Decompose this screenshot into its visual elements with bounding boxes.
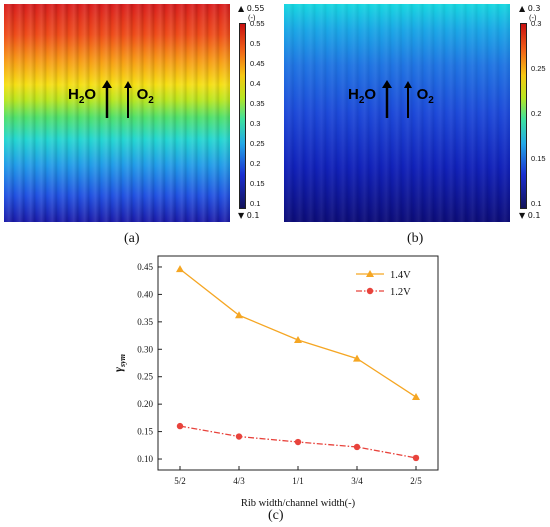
colorbar-tick-label: 0.55: [250, 19, 265, 28]
panel-a-contour-field: [4, 4, 230, 222]
oxygen-label: O2: [136, 86, 154, 106]
y-axis-label-subscript: sym: [118, 354, 127, 368]
panel-b-colorbar: [520, 23, 527, 209]
series-point-triangle: [353, 354, 361, 362]
series-point-circle: [176, 422, 184, 430]
colorbar-tick-label: 0.4: [250, 79, 261, 88]
series-point-triangle: [294, 335, 302, 343]
water-label: H2O: [348, 86, 377, 106]
y-tick-label: 0.10: [137, 454, 153, 464]
panel-a-colorbar: [239, 23, 246, 209]
y-axis-label: γsym: [111, 354, 127, 372]
colorbar-tick-label: 0.15: [531, 154, 546, 163]
y-tick-label: 0.20: [137, 399, 153, 409]
colorbar-tick-label: 0.15: [250, 179, 265, 188]
x-tick-label: 4/3: [233, 476, 245, 486]
panel-a-flow-arrows: [102, 80, 132, 118]
colorbar-tick-label: 0.25: [531, 64, 546, 73]
y-tick-label: 0.35: [137, 317, 153, 327]
colorbar-max-marker: ▲ 0.55: [238, 4, 265, 13]
x-tick-label: 1/1: [292, 476, 304, 486]
colorbar-unit: (-): [529, 13, 537, 22]
colorbar-tick-label: 0.1: [250, 199, 261, 208]
x-tick-label: 2/5: [410, 476, 422, 486]
y-tick-label: 0.45: [137, 262, 153, 272]
legend-label: 1.2V: [390, 287, 411, 298]
panel-b-label: (b): [407, 231, 424, 246]
y-tick-label: 0.40: [137, 289, 153, 299]
x-tick-label: 5/2: [174, 476, 186, 486]
water-label: H2O: [68, 86, 97, 106]
rib-channel-stripes: [4, 4, 230, 222]
series-point-circle: [294, 438, 302, 446]
panel-c-label: (c): [268, 508, 284, 523]
colorbar-tick-label: 0.35: [250, 99, 265, 108]
colorbar-tick-label: 0.1: [531, 199, 542, 208]
colorbar-tick-label: 0.2: [250, 159, 261, 168]
legend-marker-triangle: [366, 270, 374, 277]
colorbar-tick-label: 0.2: [531, 109, 542, 118]
colorbar-tick-label: 0.3: [531, 19, 542, 28]
colorbar-max-marker: ▲ 0.3: [519, 4, 541, 13]
panel-a-flow-labels: H2O O2: [68, 86, 154, 106]
oxygen-label: O2: [416, 86, 434, 106]
series-point-triangle: [412, 393, 420, 401]
series-point-circle: [235, 433, 243, 440]
legend-label: 1.4V: [390, 270, 411, 281]
panel-b-contour-field: [284, 4, 510, 222]
colorbar-min-marker: ▼ 0.1: [519, 211, 541, 220]
y-axis-label-symbol: γ: [111, 367, 125, 372]
panel-b-flow-arrows: [382, 80, 412, 118]
colorbar-tick-label: 0.3: [250, 119, 261, 128]
series-line-0: [179, 268, 417, 398]
series-point-circle: [353, 443, 361, 451]
y-tick-label: 0.30: [137, 344, 153, 354]
rib-channel-stripes: [284, 4, 510, 222]
legend-marker-circle: [366, 287, 374, 295]
series-point-triangle: [176, 265, 184, 273]
panel-c-line-chart: 0.10 0.15 0.20 0.25 0.30 0.35 0.40 0.45 5/2 4/3 1/…: [111, 255, 439, 509]
panel-b-flow-labels: H2O O2: [348, 86, 434, 106]
x-axis-label: Rib width/channel width(-): [241, 498, 356, 509]
colorbar-tick-label: 0.5: [250, 39, 261, 48]
colorbar-unit: (-): [248, 13, 256, 22]
x-tick-label: 3/4: [351, 476, 363, 486]
series-point-circle: [412, 454, 420, 462]
series-point-triangle: [235, 311, 243, 319]
panel-a-label: (a): [124, 231, 140, 246]
colorbar-min-marker: ▼ 0.1: [238, 211, 260, 220]
colorbar-tick-label: 0.25: [250, 139, 265, 148]
y-tick-label: 0.25: [137, 372, 153, 382]
colorbar-tick-label: 0.45: [250, 59, 265, 68]
y-tick-label: 0.15: [137, 427, 153, 437]
